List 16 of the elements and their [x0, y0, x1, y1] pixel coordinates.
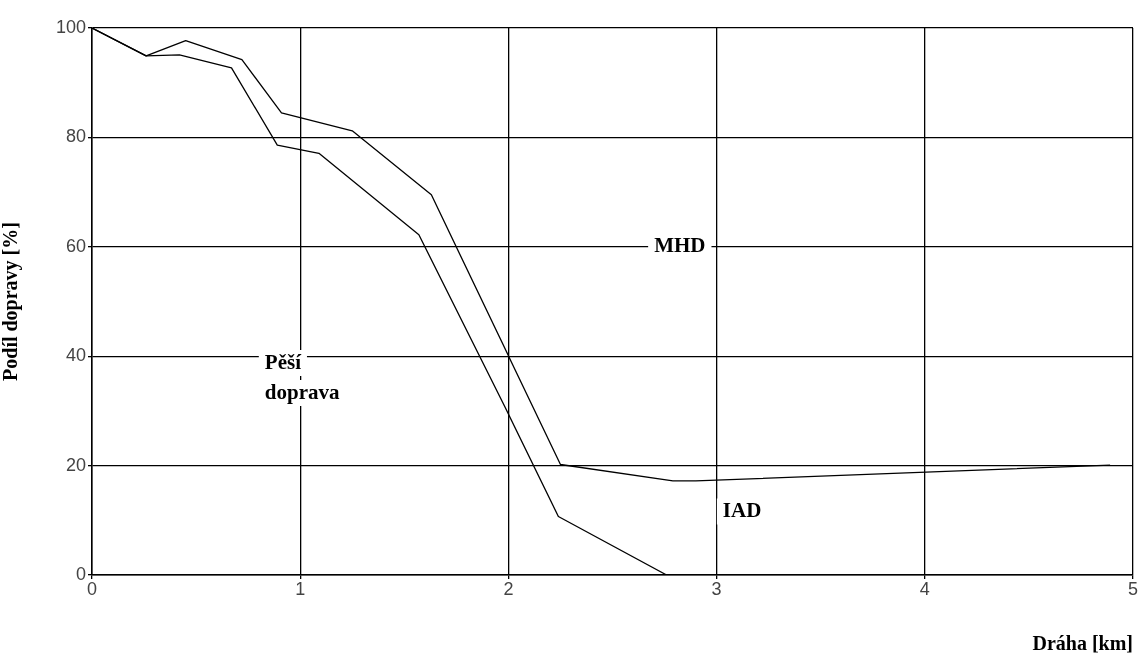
x-tick-label: 5: [1127, 578, 1139, 599]
x-tick-label: 1: [295, 578, 306, 599]
y-tick-label: 20: [65, 454, 86, 475]
x-tick-label: 2: [503, 578, 514, 599]
annotation: Pěší doprava: [264, 349, 340, 404]
y-tick-label: 60: [65, 235, 86, 256]
annotation: IAD: [722, 497, 762, 522]
x-tick-label: 3: [711, 578, 722, 599]
annotation: MHD: [654, 233, 706, 258]
y-tick-label: 80: [65, 126, 86, 147]
y-tick-label: 0: [75, 563, 86, 584]
y-axis-title: Podíl dopravy [%]: [0, 222, 23, 381]
y-tick-label: 40: [65, 345, 86, 366]
y-tick-label: 100: [55, 16, 86, 37]
x-tick-label: 4: [919, 578, 930, 599]
x-axis-title: Dráha [km]: [1032, 632, 1133, 655]
